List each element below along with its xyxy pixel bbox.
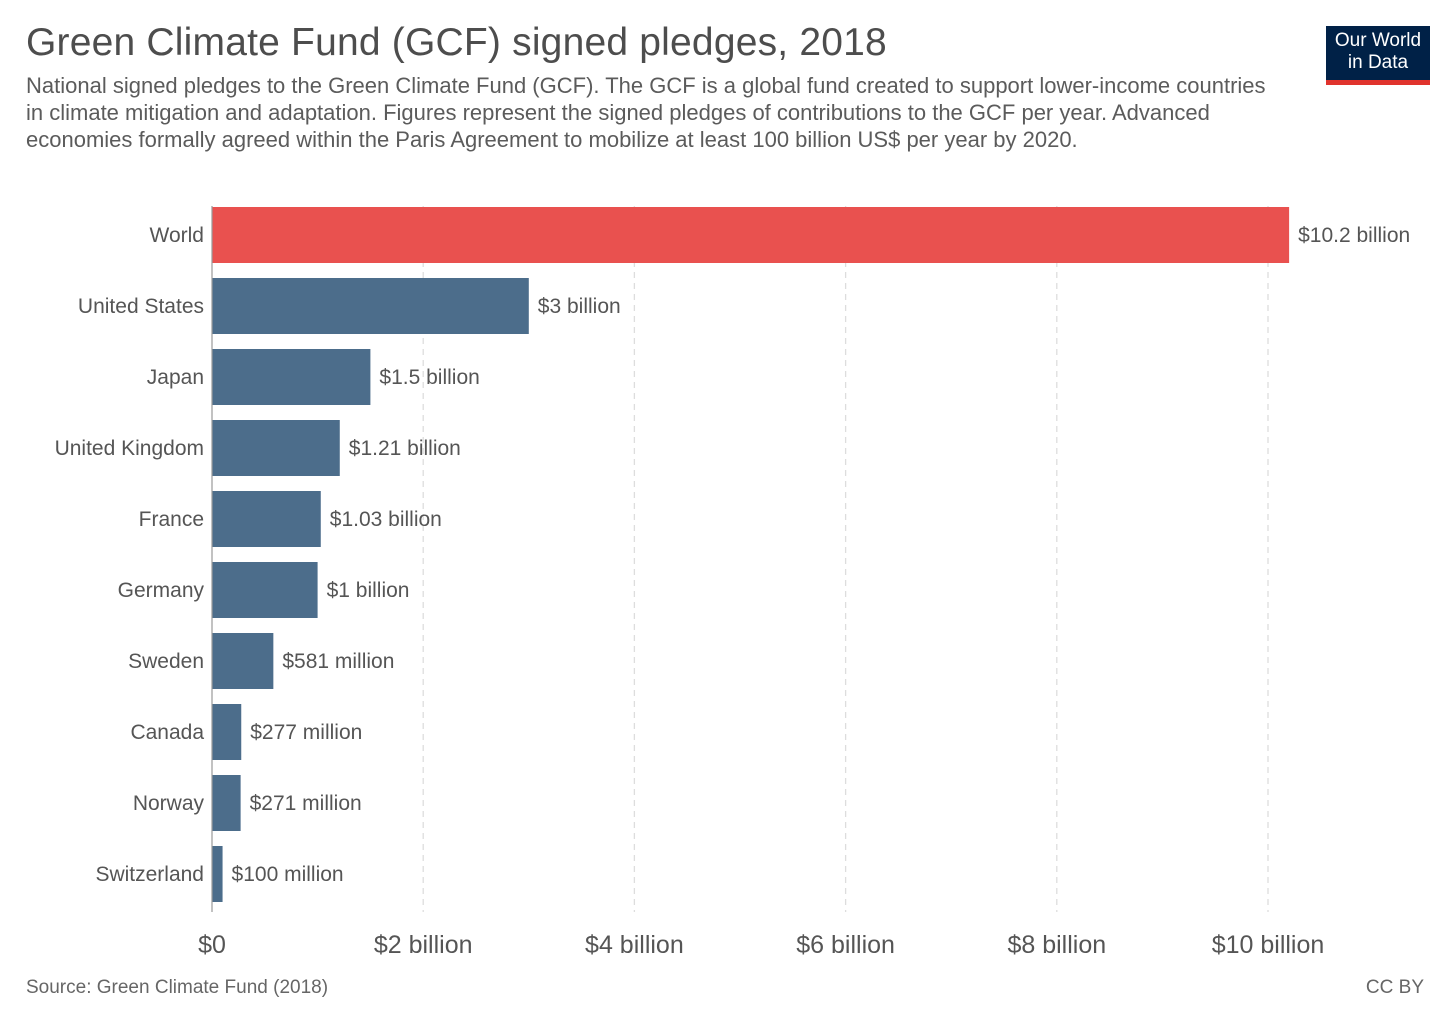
- value-label: $1 billion: [327, 579, 410, 602]
- category-label: United States: [78, 295, 204, 318]
- category-label: Norway: [133, 792, 205, 815]
- category-label: Japan: [147, 366, 204, 389]
- bar-germany[interactable]: [212, 562, 318, 618]
- owid-logo[interactable]: Our World in Data: [1326, 26, 1430, 85]
- bar-sweden[interactable]: [212, 633, 274, 689]
- bar-norway[interactable]: [212, 775, 241, 831]
- bar-france[interactable]: [212, 491, 321, 547]
- x-tick-label: $4 billion: [585, 931, 684, 959]
- bars: World $10.2 billion United States $3 billio…: [55, 207, 1410, 902]
- x-tick-label: $0: [198, 931, 226, 959]
- category-label: Sweden: [128, 650, 204, 673]
- x-tick-label: $2 billion: [374, 931, 473, 959]
- category-label: United Kingdom: [55, 437, 204, 460]
- bar-world[interactable]: [212, 207, 1290, 263]
- value-label: $3 billion: [538, 295, 621, 318]
- value-label: $271 million: [250, 792, 362, 815]
- source-note[interactable]: Source: Green Climate Fund (2018): [26, 977, 329, 998]
- bar-united-states[interactable]: [212, 278, 529, 334]
- grid-lines: [422, 206, 1269, 912]
- bar-japan[interactable]: [212, 349, 371, 405]
- chart-title: Green Climate Fund (GCF) signed pledges,…: [26, 21, 887, 64]
- category-label: Canada: [130, 721, 204, 744]
- chart-subtitle: National signed pledges to the Green Cli…: [26, 73, 1266, 152]
- x-axis: $0 $2 billion $4 billion $6 billion $8 billi…: [198, 206, 1324, 959]
- x-tick-label: $10 billion: [1212, 931, 1325, 959]
- bar-switzerland[interactable]: [212, 846, 223, 902]
- value-label: $10.2 billion: [1298, 224, 1410, 247]
- logo-line-1: Our World: [1334, 30, 1422, 51]
- logo-line-2: in Data: [1347, 52, 1409, 73]
- value-label: $1.03 billion: [330, 508, 442, 531]
- category-label: Germany: [118, 579, 205, 602]
- value-label: $100 million: [232, 863, 344, 886]
- license-link[interactable]: CC BY: [1365, 977, 1424, 998]
- category-label: World: [150, 224, 204, 247]
- chart-header: Green Climate Fund (GCF) signed pledges,…: [26, 18, 1296, 153]
- bar-canada[interactable]: [212, 704, 242, 760]
- category-label: Switzerland: [95, 863, 204, 886]
- category-label: France: [139, 508, 204, 531]
- x-tick-label: $8 billion: [1007, 931, 1106, 959]
- value-label: $1.21 billion: [349, 437, 461, 460]
- value-label: $1.5 billion: [379, 366, 479, 389]
- x-tick-label: $6 billion: [796, 931, 895, 959]
- value-label: $277 million: [250, 721, 362, 744]
- bar-united-kingdom[interactable]: [212, 420, 340, 476]
- value-label: $581 million: [282, 650, 394, 673]
